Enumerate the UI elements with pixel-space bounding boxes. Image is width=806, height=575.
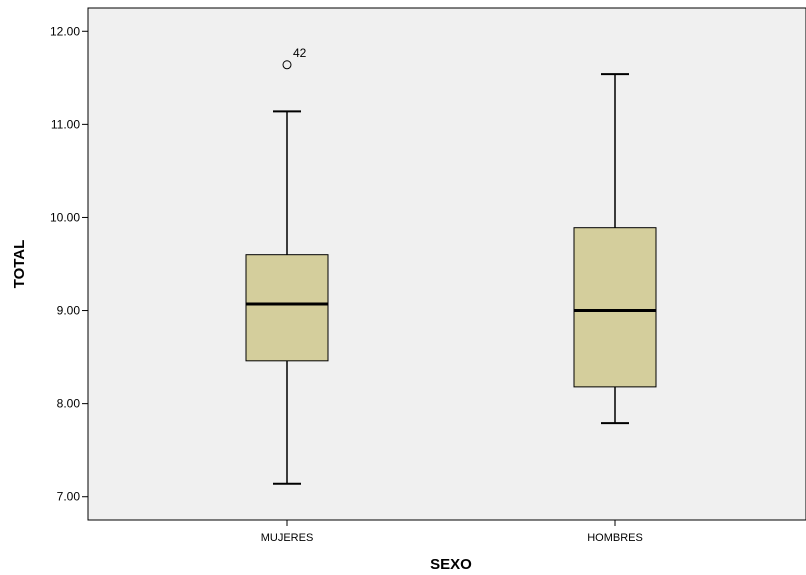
box-group-mujeres: 42 <box>245 46 329 485</box>
y-axis-title: TOTAL <box>11 240 28 289</box>
y-axis: 7.00 8.00 9.00 10.00 11.00 12.00 <box>50 24 88 504</box>
y-tick-label: 10.00 <box>50 210 80 224</box>
box-iqr <box>573 227 657 388</box>
y-tick-label: 9.00 <box>57 304 81 318</box>
x-axis: MUJERES HOMBRES <box>261 520 643 544</box>
outlier-label: 42 <box>293 46 307 60</box>
box-group-hombres <box>573 73 657 425</box>
x-tick-label: MUJERES <box>261 532 314 544</box>
y-tick-label: 7.00 <box>57 490 81 504</box>
x-tick-label: HOMBRES <box>587 532 643 544</box>
outlier-point <box>282 60 292 70</box>
y-tick-label: 11.00 <box>51 117 80 131</box>
plot-area <box>87 7 806 521</box>
y-tick-label: 12.00 <box>50 24 80 38</box>
x-axis-title: SEXO <box>430 556 472 573</box>
boxes: 42 <box>245 46 657 485</box>
box-iqr <box>245 254 329 362</box>
y-tick-label: 8.00 <box>57 397 81 411</box>
